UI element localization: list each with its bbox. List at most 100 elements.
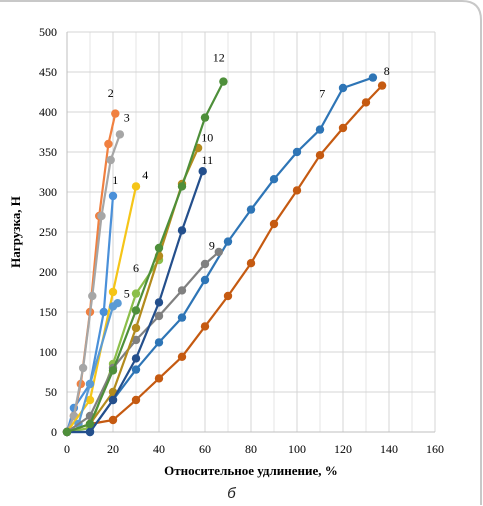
- data-point: [85, 395, 95, 405]
- data-point: [131, 306, 141, 315]
- data-point: [154, 311, 164, 321]
- data-point: [99, 307, 109, 317]
- data-point: [131, 395, 141, 405]
- data-point: [269, 175, 279, 184]
- series-label: 6: [133, 261, 139, 275]
- series-label: 5: [124, 287, 130, 301]
- data-point: [62, 427, 72, 437]
- data-point: [315, 151, 325, 160]
- data-point: [131, 182, 141, 191]
- series-label: 10: [201, 131, 213, 145]
- data-point: [223, 237, 233, 246]
- series-label: 4: [142, 168, 148, 182]
- data-point: [131, 335, 141, 345]
- data-point: [108, 191, 118, 201]
- data-point: [177, 352, 187, 361]
- data-point: [131, 323, 141, 333]
- data-point: [198, 167, 207, 176]
- y-tick-label: 100: [39, 345, 57, 359]
- data-point: [177, 182, 187, 191]
- data-point: [200, 113, 210, 122]
- data-point: [246, 259, 256, 268]
- data-point: [131, 289, 141, 298]
- series-label: 8: [384, 64, 390, 78]
- series-group: [62, 73, 387, 437]
- data-point: [85, 419, 95, 429]
- data-point: [106, 155, 115, 165]
- y-tick-label: 250: [39, 225, 57, 239]
- y-tick-label: 150: [39, 305, 57, 319]
- data-point: [315, 125, 325, 134]
- data-point: [113, 299, 122, 308]
- y-tick-label: 200: [39, 265, 57, 279]
- x-tick-label: 80: [245, 442, 257, 456]
- series-label: 11: [202, 153, 214, 167]
- series-label: 1: [112, 173, 118, 187]
- data-point: [111, 109, 120, 118]
- y-tick-label: 400: [39, 105, 57, 119]
- y-tick-label: 450: [39, 65, 57, 79]
- data-point: [104, 139, 113, 149]
- y-axis-label: Нагрузка, Н: [8, 196, 23, 268]
- data-point: [214, 247, 223, 257]
- grid: [66, 31, 436, 433]
- y-tick-label: 350: [39, 145, 57, 159]
- series-11: [62, 167, 207, 437]
- data-point: [200, 275, 210, 285]
- x-tick-label: 100: [288, 442, 306, 456]
- data-point: [85, 379, 95, 389]
- data-point: [223, 291, 233, 301]
- x-tick-label: 140: [380, 442, 398, 456]
- data-point: [108, 415, 118, 425]
- data-point: [338, 83, 348, 93]
- series-12: [62, 77, 228, 437]
- tick-labels: 0 20 40 60 80 100 120 140 160 0 50 100 150 200 250 300 3…: [39, 25, 444, 456]
- x-tick-label: 120: [334, 442, 352, 456]
- y-tick-label: 500: [39, 25, 57, 39]
- data-point: [115, 130, 125, 139]
- y-tick-label: 50: [45, 385, 57, 399]
- y-tick-label: 300: [39, 185, 57, 199]
- data-point: [88, 291, 97, 301]
- data-point: [154, 298, 164, 307]
- figure-caption: б: [227, 485, 236, 502]
- data-point: [200, 259, 210, 269]
- data-point: [292, 186, 302, 195]
- x-tick-label: 40: [153, 442, 165, 456]
- series-line: [65, 80, 225, 434]
- data-point: [108, 395, 118, 405]
- x-tick-label: 160: [426, 442, 444, 456]
- x-tick-label: 60: [199, 442, 211, 456]
- data-point: [219, 77, 228, 86]
- data-point: [338, 123, 348, 133]
- data-point: [361, 98, 371, 107]
- data-point: [131, 365, 141, 374]
- y-tick-label: 0: [51, 425, 57, 439]
- data-point: [269, 219, 279, 229]
- data-point: [154, 338, 164, 347]
- data-point: [97, 211, 106, 221]
- series-label: 12: [213, 51, 225, 65]
- data-point: [177, 226, 187, 235]
- x-tick-label: 0: [64, 442, 70, 456]
- data-point: [108, 366, 118, 375]
- data-point: [85, 427, 95, 437]
- series-3: [62, 130, 125, 437]
- series-line: [65, 84, 384, 434]
- data-point: [154, 243, 164, 253]
- series-label: 7: [319, 87, 325, 101]
- x-axis-label: Относительное удлинение, %: [164, 463, 338, 478]
- data-point: [368, 73, 378, 82]
- data-point: [131, 354, 141, 363]
- data-point: [377, 81, 387, 90]
- data-point: [108, 287, 118, 297]
- data-point: [246, 205, 256, 214]
- series-label: 3: [124, 111, 130, 125]
- data-point: [292, 147, 302, 157]
- data-point: [154, 374, 164, 383]
- x-tick-label: 20: [107, 442, 119, 456]
